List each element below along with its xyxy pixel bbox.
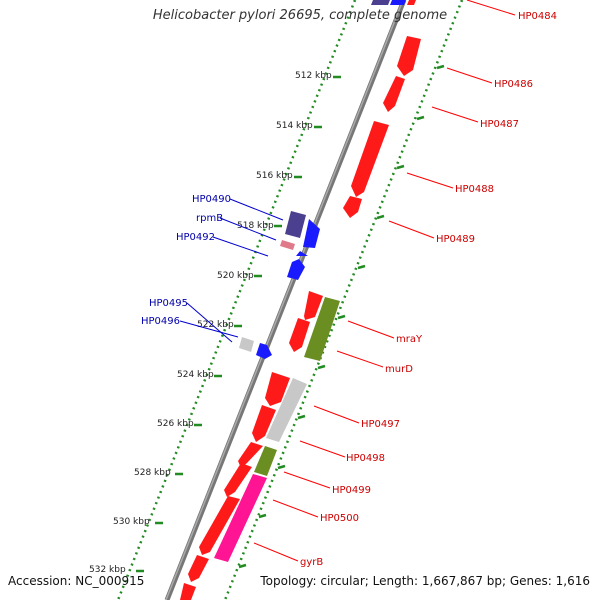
ruler-label: 520 kbp (217, 271, 254, 281)
gene-hp0495[interactable] (239, 337, 254, 352)
gene-hp0496[interactable] (256, 343, 272, 359)
gene-label-murd[interactable]: murD (385, 364, 413, 375)
gene-reverse[interactable] (252, 405, 276, 442)
gene-reverse[interactable] (238, 442, 263, 468)
leader-line (406, 172, 454, 189)
gene-reverse[interactable] (397, 36, 421, 76)
reverse-genes (180, 36, 421, 600)
ruler-label: 522 kbp (197, 320, 234, 330)
gene-label-hp0498[interactable]: HP0498 (346, 453, 385, 464)
gene-label-hp0484[interactable]: HP0484 (518, 11, 557, 22)
leader-line (347, 320, 395, 339)
leader-line (212, 236, 269, 257)
gene-reverse[interactable] (188, 555, 209, 582)
gene-reverse[interactable] (383, 76, 405, 112)
leader-line (219, 217, 277, 241)
genome-backbone-highlight (165, 0, 404, 600)
gene-reverse[interactable] (224, 463, 252, 497)
gene-forward[interactable] (296, 251, 308, 256)
gene-reverse[interactable] (199, 496, 240, 555)
map-title: Helicobacter pylori 26695, complete geno… (152, 8, 448, 23)
gene-label-hp0495[interactable]: HP0495 (149, 298, 188, 309)
gene-hp0492[interactable] (287, 259, 305, 280)
gene-reverse[interactable] (351, 121, 389, 197)
ruler-ticks-outer (238, 64, 445, 569)
gene-label-hp0486[interactable]: HP0486 (494, 79, 533, 90)
gene-label-hp0487[interactable]: HP0487 (480, 119, 519, 130)
gene-forward[interactable] (303, 219, 320, 248)
ruler-label: 530 kbp (113, 517, 150, 527)
accession-text: Accession: NC_000915 (8, 574, 145, 588)
gene-forward[interactable] (371, 0, 390, 5)
gene-label-hp0490[interactable]: HP0490 (192, 194, 231, 205)
ruler-label: 512 kbp (295, 71, 332, 81)
leader-line (299, 440, 346, 458)
gene-reverse[interactable] (180, 583, 196, 600)
leader-line (229, 198, 284, 221)
leader-line (253, 542, 299, 562)
leader-line (446, 67, 493, 84)
gene-reverse[interactable] (289, 318, 310, 352)
leader-line (336, 350, 384, 368)
gene-reverse[interactable] (343, 196, 362, 218)
ruler-label: 532 kbp (89, 565, 126, 575)
gene-label-mray[interactable]: mraY (396, 334, 423, 345)
gene-label-rpmb[interactable]: rpmB (196, 213, 223, 224)
ruler-label: 528 kbp (134, 468, 171, 478)
leader-line (272, 499, 319, 518)
gene-label-hp0497[interactable]: HP0497 (361, 419, 400, 430)
gene-hp0490[interactable] (285, 211, 306, 238)
leader-line (313, 405, 360, 424)
ruler-track-outer (223, 0, 464, 600)
ruler-label: 516 kbp (256, 171, 293, 181)
leader-line (431, 106, 479, 123)
leader-line (283, 471, 331, 489)
gene-label-gyrb[interactable]: gyrB (300, 557, 323, 568)
ruler-label: 518 kbp (237, 221, 274, 231)
forward-genes (239, 211, 320, 359)
gene-forward[interactable] (390, 0, 406, 5)
leader-line (388, 220, 435, 239)
gene-label-hp0500[interactable]: HP0500 (320, 513, 359, 524)
gene-reverse[interactable] (265, 372, 290, 406)
gene-reverse[interactable] (304, 291, 323, 320)
topology-text: Topology: circular; Length: 1,667,867 bp… (260, 574, 590, 588)
gene-gyrb[interactable] (214, 474, 267, 562)
leader-line (186, 302, 233, 343)
ruler-label: 524 kbp (177, 370, 214, 380)
ruler-label: 526 kbp (157, 419, 194, 429)
ruler-ticks (136, 75, 341, 573)
gene-label-hp0492[interactable]: HP0492 (176, 232, 215, 243)
gene-label-hp0499[interactable]: HP0499 (332, 485, 371, 496)
gene-grey[interactable] (266, 378, 307, 442)
gene-rpmb[interactable] (280, 240, 295, 250)
gene-label-hp0496[interactable]: HP0496 (141, 316, 180, 327)
genome-backbone (164, 0, 407, 600)
gene-reverse[interactable] (407, 0, 416, 5)
gene-label-hp0489[interactable]: HP0489 (436, 234, 475, 245)
gene-olive[interactable] (254, 446, 277, 476)
leader-line (466, 0, 516, 16)
gene-mray[interactable] (304, 297, 340, 361)
leader-line (179, 320, 239, 338)
gene-label-hp0488[interactable]: HP0488 (455, 184, 494, 195)
ruler-label: 514 kbp (276, 121, 313, 131)
